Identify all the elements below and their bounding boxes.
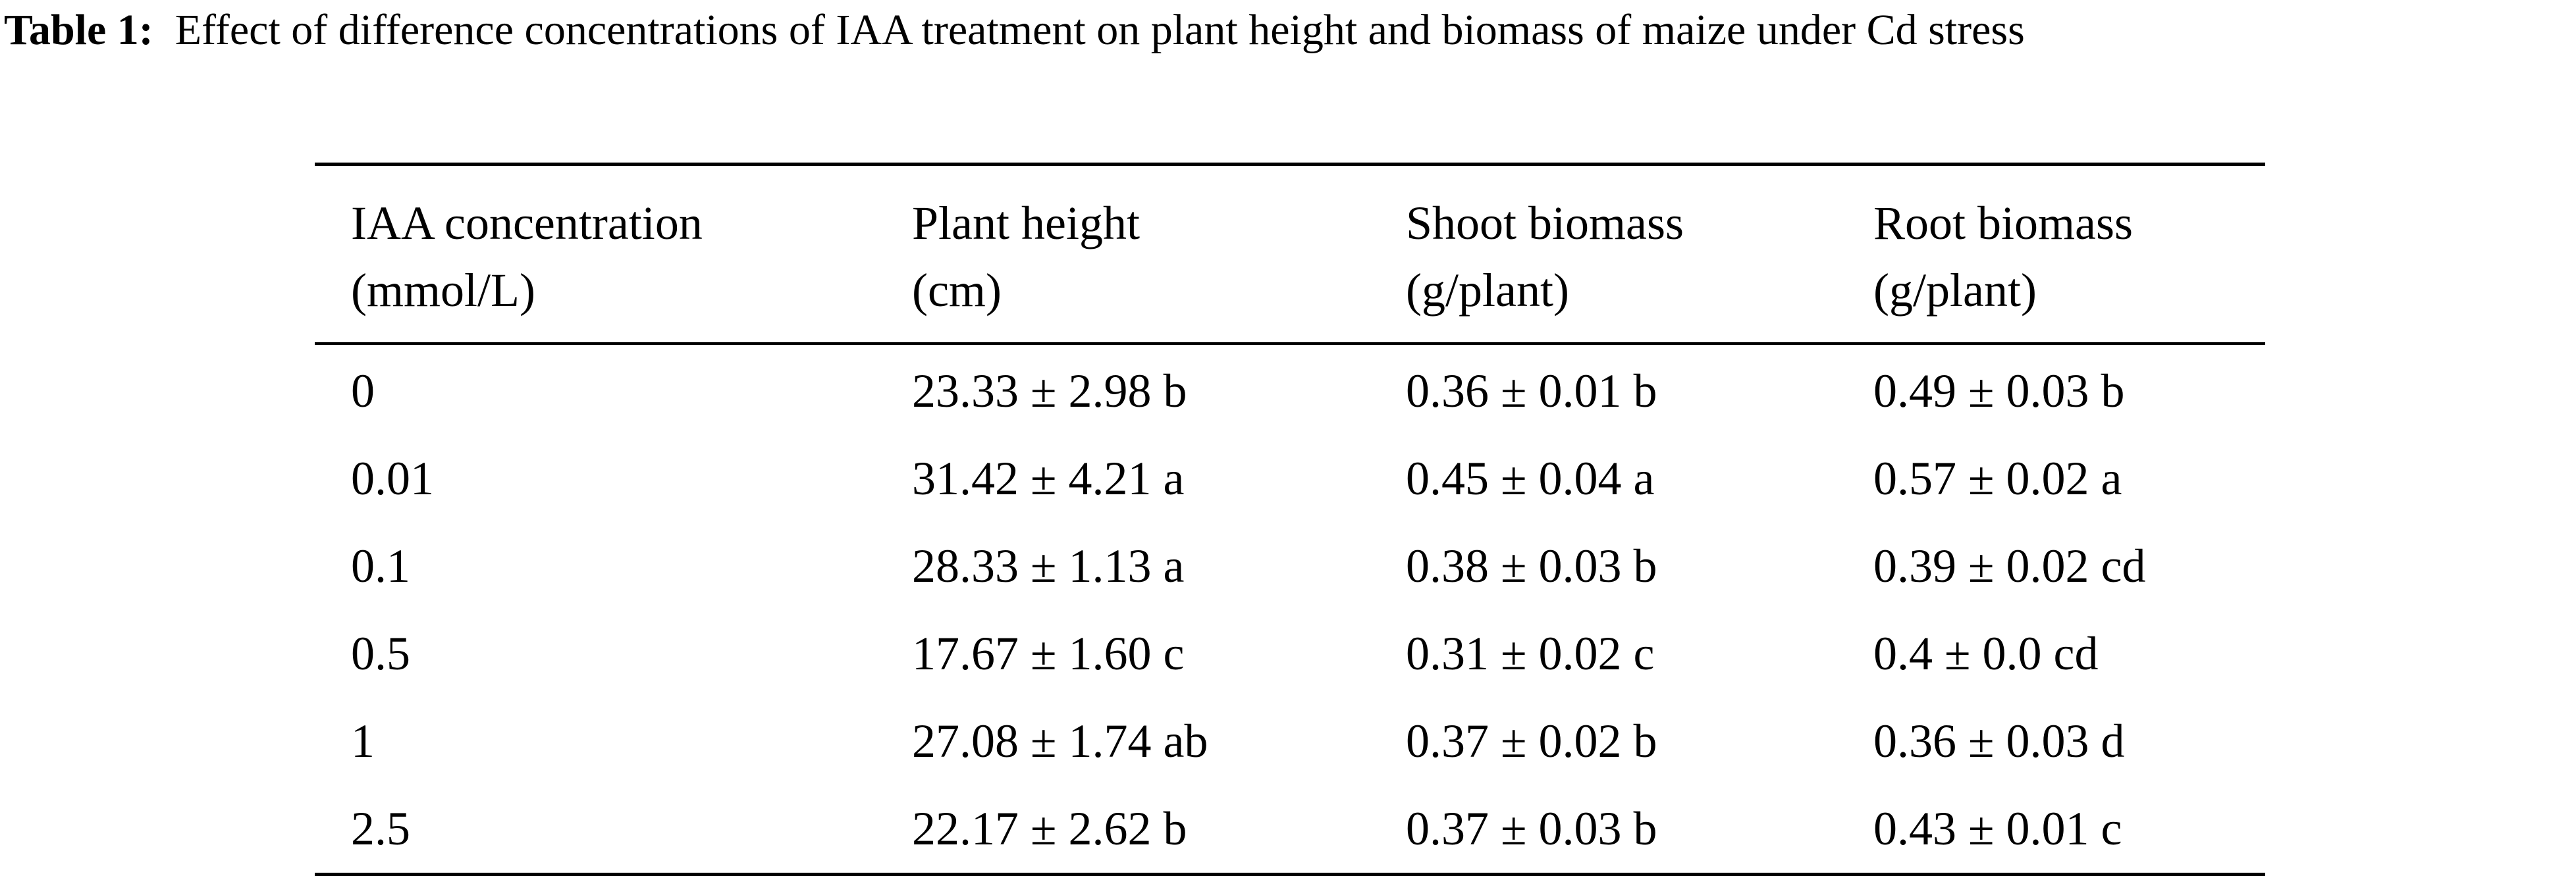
- table-row: 0.01 31.42 ± 4.21 a 0.45 ± 0.04 a 0.57 ±…: [315, 435, 2265, 523]
- data-table: IAA concentration (mmol/L) Plant height (c…: [315, 163, 2265, 876]
- table-row: 0.1 28.33 ± 1.13 a 0.38 ± 0.03 b 0.39 ± …: [315, 523, 2265, 610]
- cell-root-biomass: 0.36 ± 0.03 d: [1873, 715, 2125, 767]
- table-header: IAA concentration (mmol/L) Plant height (c…: [315, 164, 2265, 344]
- cell-root-biomass: 0.4 ± 0.0 cd: [1873, 627, 2099, 680]
- header-unit: (cm): [912, 264, 1002, 317]
- header-line: Root biomass: [1873, 197, 2133, 249]
- cell-root-biomass: 0.43 ± 0.01 c: [1873, 802, 2122, 855]
- caption-label: Table 1:: [4, 6, 153, 54]
- table-row: 1 27.08 ± 1.74 ab 0.37 ± 0.02 b 0.36 ± 0…: [315, 698, 2265, 785]
- header-plant-height: Plant height (cm): [912, 165, 1406, 344]
- cell-iaa: 0.1: [351, 540, 410, 592]
- cell-root-biomass: 0.57 ± 0.02 a: [1873, 452, 2122, 505]
- header-iaa-concentration: IAA concentration (mmol/L): [315, 165, 912, 344]
- header-line: IAA concentration: [351, 197, 703, 249]
- cell-plant-height: 17.67 ± 1.60 c: [912, 627, 1185, 680]
- cell-iaa: 2.5: [351, 802, 410, 855]
- table-row: 0.5 17.67 ± 1.60 c 0.31 ± 0.02 c 0.4 ± 0…: [315, 610, 2265, 698]
- cell-iaa: 0.5: [351, 627, 410, 680]
- cell-iaa: 1: [351, 715, 375, 767]
- table-row: 2.5 22.17 ± 2.62 b 0.37 ± 0.03 b 0.43 ± …: [315, 785, 2265, 875]
- caption-text: Effect of difference concentrations of I…: [174, 6, 2025, 54]
- cell-iaa: 0: [351, 365, 375, 417]
- header-root-biomass: Root biomass (g/plant): [1873, 165, 2265, 344]
- cell-root-biomass: 0.49 ± 0.03 b: [1873, 365, 2125, 417]
- table-row: 0 23.33 ± 2.98 b 0.36 ± 0.01 b 0.49 ± 0.…: [315, 344, 2265, 435]
- header-unit: (mmol/L): [351, 264, 535, 317]
- cell-iaa: 0.01: [351, 452, 434, 505]
- cell-plant-height: 27.08 ± 1.74 ab: [912, 715, 1208, 767]
- header-line: Plant height: [912, 197, 1140, 249]
- header-shoot-biomass: Shoot biomass (g/plant): [1406, 165, 1873, 344]
- cell-shoot-biomass: 0.31 ± 0.02 c: [1406, 627, 1655, 680]
- cell-shoot-biomass: 0.36 ± 0.01 b: [1406, 365, 1657, 417]
- table-caption: Table 1: Effect of difference concentrat…: [4, 0, 2572, 61]
- cell-plant-height: 31.42 ± 4.21 a: [912, 452, 1185, 505]
- header-line: Shoot biomass: [1406, 197, 1684, 249]
- cell-root-biomass: 0.39 ± 0.02 cd: [1873, 540, 2146, 592]
- header-unit: (g/plant): [1873, 264, 2037, 317]
- cell-plant-height: 28.33 ± 1.13 a: [912, 540, 1185, 592]
- cell-shoot-biomass: 0.37 ± 0.02 b: [1406, 715, 1657, 767]
- header-row: IAA concentration (mmol/L) Plant height (c…: [315, 165, 2265, 344]
- cell-shoot-biomass: 0.37 ± 0.03 b: [1406, 802, 1657, 855]
- cell-plant-height: 23.33 ± 2.98 b: [912, 365, 1187, 417]
- cell-shoot-biomass: 0.38 ± 0.03 b: [1406, 540, 1657, 592]
- cell-shoot-biomass: 0.45 ± 0.04 a: [1406, 452, 1655, 505]
- table-body: 0 23.33 ± 2.98 b 0.36 ± 0.01 b 0.49 ± 0.…: [315, 344, 2265, 875]
- cell-plant-height: 22.17 ± 2.62 b: [912, 802, 1187, 855]
- data-table-container: IAA concentration (mmol/L) Plant height (c…: [315, 163, 2265, 876]
- header-unit: (g/plant): [1406, 264, 1569, 317]
